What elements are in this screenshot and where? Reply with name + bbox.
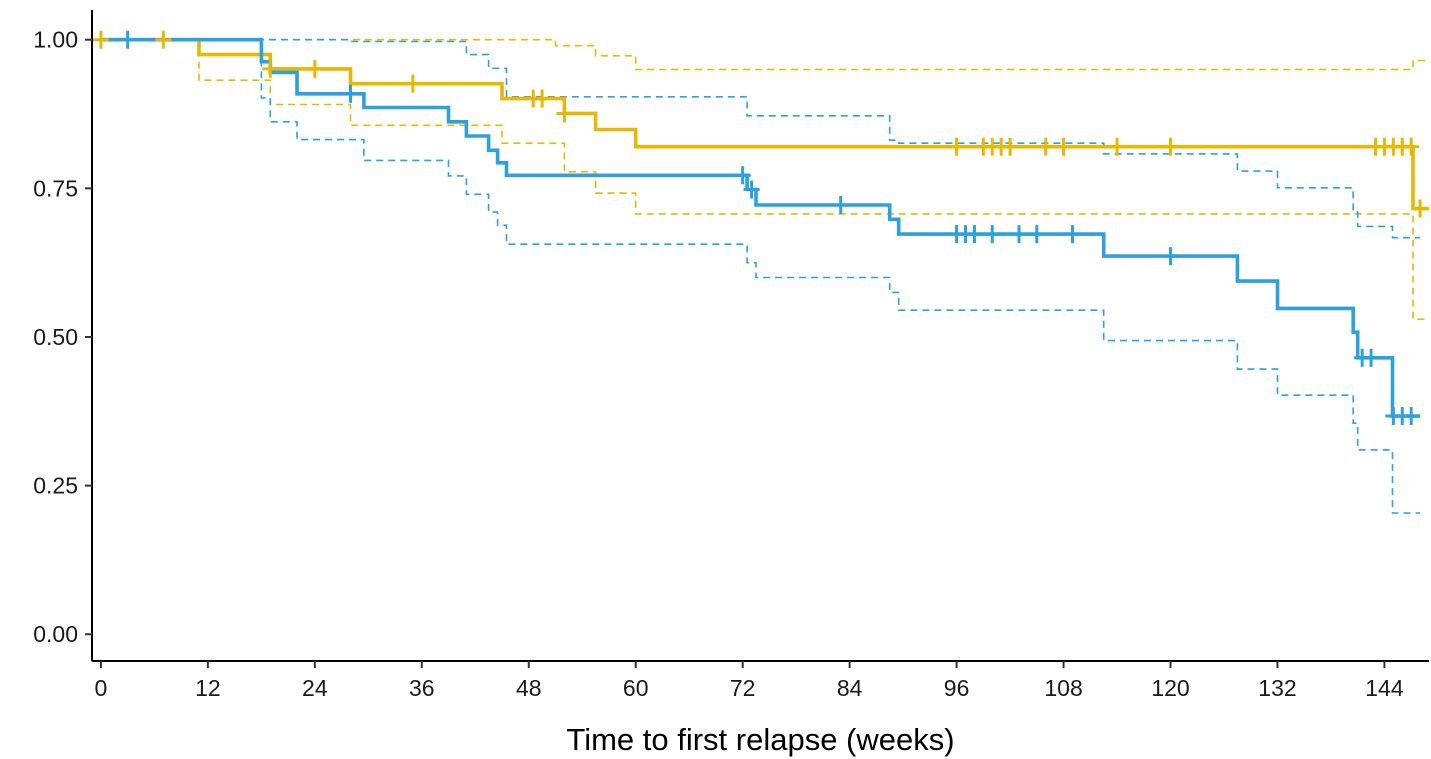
- survival-curves: [100, 37, 1429, 418]
- y-tick-label: 0.50: [33, 324, 78, 350]
- y-tick-label: 0.75: [33, 175, 78, 201]
- series-1-censor-mark: [984, 225, 1001, 244]
- confidence-bands: [100, 38, 1429, 514]
- series-0-censor-mark: [155, 30, 172, 49]
- censor-marks: [92, 30, 1429, 426]
- series-0-censor-mark: [556, 104, 573, 123]
- series-0-censor-mark: [262, 59, 279, 78]
- y-tick-label: 0.00: [33, 621, 78, 647]
- series-1-censor-mark: [119, 30, 136, 49]
- x-tick-label: 48: [516, 675, 542, 701]
- series-1-censor-mark: [1403, 407, 1420, 426]
- series-1-censor-mark: [1028, 225, 1045, 244]
- series-0-survival-line: [100, 37, 1429, 211]
- x-tick-label: 84: [837, 675, 863, 701]
- series-0-censor-mark: [1412, 199, 1429, 218]
- series-0-censor-mark: [1109, 137, 1126, 156]
- series-1-censor-mark: [342, 84, 359, 103]
- series-0-censor-mark: [404, 74, 421, 93]
- series-1-censor-mark: [734, 166, 751, 185]
- x-tick-label: 144: [1365, 675, 1404, 701]
- series-1-censor-mark: [1162, 247, 1179, 266]
- series-1-censor-mark: [743, 180, 760, 199]
- series-0-lower-ci: [100, 38, 1429, 320]
- series-0-censor-mark: [306, 59, 323, 78]
- axes: 0.00 0.25 0.50 0.75 1.00 0 12 24 36 48 60 72 84 96 108…: [33, 10, 1429, 701]
- series-1-censor-mark: [1363, 348, 1380, 367]
- series-0-censor-mark: [948, 137, 965, 156]
- series-1-lower-ci: [100, 38, 1421, 514]
- series-0-censor-mark: [1055, 137, 1072, 156]
- y-tick-label: 0.25: [33, 473, 78, 499]
- series-0-censor-mark: [1403, 137, 1420, 156]
- series-1-censor-mark: [966, 225, 983, 244]
- x-tick-label: 12: [195, 675, 221, 701]
- series-0-censor-mark: [534, 89, 551, 108]
- series-0-censor-mark: [92, 30, 109, 49]
- series-0-upper-ci: [100, 38, 1429, 71]
- series-0-censor-mark: [1037, 137, 1054, 156]
- y-tick-label: 1.00: [33, 27, 78, 53]
- x-tick-label: 132: [1258, 675, 1296, 701]
- x-tick-label: 108: [1044, 675, 1082, 701]
- series-1-censor-mark: [1064, 225, 1081, 244]
- series-1-survival-line: [100, 37, 1421, 418]
- series-0-censor-mark: [1162, 137, 1179, 156]
- x-tick-label: 120: [1151, 675, 1189, 701]
- x-tick-label: 0: [95, 675, 108, 701]
- x-tick-label: 60: [623, 675, 649, 701]
- x-axis-title: Time to first relapse (weeks): [566, 722, 954, 757]
- series-1-censor-mark: [832, 196, 849, 215]
- series-0-censor-mark: [1002, 137, 1019, 156]
- x-tick-label: 96: [944, 675, 970, 701]
- series-1-censor-mark: [1010, 225, 1027, 244]
- x-tick-label: 36: [409, 675, 435, 701]
- x-tick-label: 24: [302, 675, 328, 701]
- x-tick-label: 72: [730, 675, 756, 701]
